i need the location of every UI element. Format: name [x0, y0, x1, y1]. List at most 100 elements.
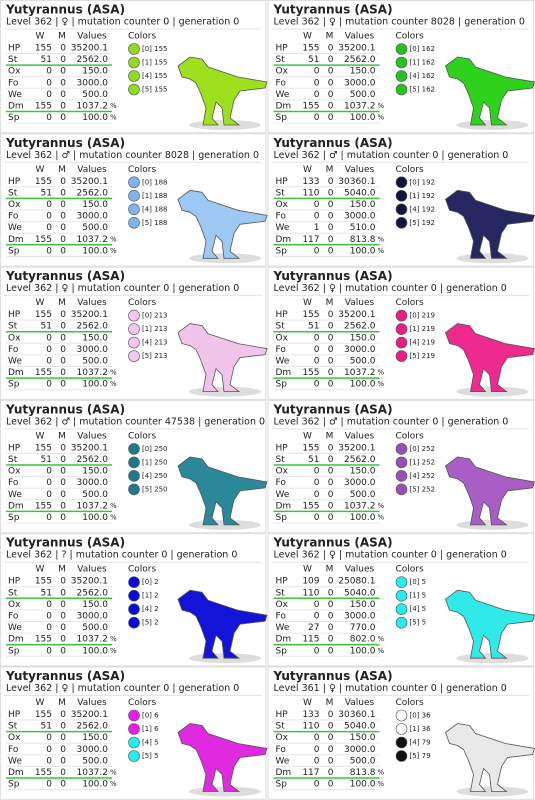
- stat-name: Sp: [8, 780, 20, 790]
- stat-name: HP: [276, 443, 289, 453]
- color-id: [1] 192: [410, 192, 436, 200]
- stat-mutated: 0: [328, 345, 334, 355]
- stat-value: 3000.0: [344, 478, 376, 488]
- stat-mutated: 0: [328, 200, 334, 210]
- stat-mutated: 0: [60, 443, 66, 453]
- column-header: W: [303, 565, 312, 575]
- stat-mutated: 0: [60, 635, 66, 645]
- column-header: W: [36, 698, 45, 708]
- stat-value: 100.0: [350, 246, 376, 256]
- stat-value: 3000.0: [344, 345, 376, 355]
- stat-value: 2562.0: [77, 588, 109, 598]
- stat-wild: 0: [314, 490, 320, 500]
- color-id: [1] 213: [142, 325, 168, 333]
- column-header: W: [36, 298, 45, 308]
- color-swatch: [128, 203, 140, 216]
- stat-name: We: [276, 623, 290, 633]
- stat-name: Sp: [276, 646, 288, 656]
- color-id: [1] 36: [410, 725, 432, 733]
- creature-card: Yutyrannus (ASA)Level 362 | ♂ | mutation…: [0, 133, 268, 267]
- stat-wild: 0: [46, 513, 52, 523]
- column-header: M: [326, 565, 334, 575]
- stat-mutated: 0: [60, 310, 66, 320]
- stat-mutated: 0: [60, 623, 66, 633]
- color-id: [4] 213: [142, 339, 168, 347]
- stat-wild: 155: [302, 368, 319, 378]
- stat-unit: %: [378, 247, 385, 255]
- stat-value: 1037.2: [77, 368, 109, 378]
- stat-value: 500.0: [350, 90, 376, 100]
- stat-wild: 0: [314, 90, 320, 100]
- stat-unit: %: [110, 369, 117, 377]
- creature-render: [177, 323, 268, 393]
- color-id: [0] 2: [142, 578, 159, 586]
- stat-wild: 109: [302, 577, 319, 587]
- stat-wild: 155: [302, 102, 319, 112]
- column-header: M: [58, 298, 66, 308]
- stat-wild: 155: [35, 501, 52, 511]
- stat-name: HP: [276, 577, 289, 587]
- stat-name: We: [8, 623, 22, 633]
- colors-header: Colors: [128, 32, 156, 42]
- stat-mutated: 0: [328, 623, 334, 633]
- stat-value: 30360.1: [338, 710, 375, 720]
- stat-wild: 0: [46, 478, 52, 488]
- stat-name: Ox: [8, 467, 21, 477]
- column-header: M: [58, 165, 66, 175]
- color-id: [4] 5: [410, 605, 427, 613]
- stat-name: Fo: [8, 612, 19, 622]
- creature-title: Yutyrannus (ASA): [5, 269, 125, 283]
- color-swatch: [395, 736, 408, 749]
- creature-render: [177, 723, 268, 792]
- stat-value: 150.0: [350, 333, 376, 343]
- stat-unit: %: [110, 769, 117, 777]
- stat-unit: %: [378, 369, 385, 377]
- stat-mutated: 0: [60, 600, 66, 610]
- stat-unit: %: [110, 380, 117, 388]
- stat-wild: 0: [314, 745, 320, 755]
- stat-wild: 110: [302, 588, 319, 598]
- creature-info: Level 362 | ♂ | mutation counter 0 | gen…: [274, 150, 509, 161]
- stat-mutated: 0: [328, 501, 334, 511]
- color-id: [4] 252: [410, 472, 436, 480]
- stat-mutated: 0: [60, 177, 66, 187]
- stat-mutated: 0: [328, 745, 334, 755]
- stat-mutated: 0: [328, 177, 334, 187]
- stat-value: 1037.2: [344, 102, 376, 112]
- creature-card: Yutyrannus (ASA)Level 362 | ♀ | mutation…: [0, 266, 268, 400]
- stat-wild: 110: [302, 722, 319, 732]
- stat-mutated: 0: [60, 223, 66, 233]
- stat-unit: %: [378, 114, 385, 122]
- stat-name: Fo: [276, 612, 287, 622]
- color-swatch: [128, 176, 140, 189]
- stat-name: St: [276, 455, 286, 465]
- column-header: M: [326, 431, 334, 441]
- creature-title: Yutyrannus (ASA): [5, 136, 125, 150]
- stat-value: 500.0: [82, 623, 108, 633]
- creature-title: Yutyrannus (ASA): [273, 402, 393, 416]
- stat-mutated: 0: [60, 467, 66, 477]
- stat-value: 3000.0: [77, 78, 109, 88]
- stat-value: 35200.1: [338, 443, 375, 453]
- stat-wild: 0: [314, 646, 320, 656]
- stat-wild: 155: [302, 310, 319, 320]
- creature-info: Level 362 | ♀ | mutation counter 0 | gen…: [274, 550, 507, 561]
- stat-wild: 155: [35, 177, 52, 187]
- color-id: [5] 213: [142, 352, 168, 360]
- color-id: [5] 192: [410, 219, 436, 227]
- stat-name: St: [8, 55, 18, 65]
- creature-render: [445, 323, 535, 393]
- color-swatch: [395, 750, 408, 762]
- creature-card: Yutyrannus (ASA)Level 362 | ♀ | mutation…: [267, 0, 535, 134]
- colors-header: Colors: [396, 565, 424, 575]
- color-swatch: [395, 589, 408, 602]
- stat-value: 100.0: [350, 780, 376, 790]
- stat-value: 1037.2: [344, 501, 376, 511]
- creature-render: [445, 723, 535, 792]
- color-swatch: [395, 723, 408, 735]
- stat-wild: 133: [302, 177, 319, 187]
- stat-name: Fo: [8, 478, 19, 488]
- stat-name: Ox: [276, 600, 289, 610]
- stat-name: St: [8, 322, 18, 332]
